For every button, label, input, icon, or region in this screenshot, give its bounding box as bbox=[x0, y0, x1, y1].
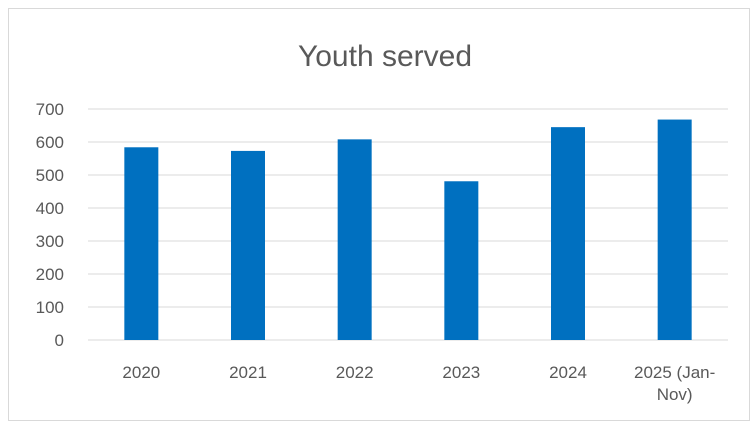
x-tick-label: 2022 bbox=[336, 363, 374, 382]
y-tick-label: 100 bbox=[36, 298, 64, 317]
y-tick-label: 400 bbox=[36, 199, 64, 218]
y-tick-label: 700 bbox=[36, 100, 64, 119]
y-axis-ticks: 0 100 200 300 400 500 600 700 bbox=[36, 100, 64, 350]
x-tick-label: 2025 (Jan- Nov) bbox=[634, 363, 715, 404]
x-axis-ticks: 2020 2021 2022 2023 2024 2025 (Jan- Nov) bbox=[122, 363, 715, 404]
y-tick-label: 0 bbox=[55, 331, 64, 350]
bar-2022 bbox=[337, 139, 372, 340]
y-tick-label: 600 bbox=[36, 133, 64, 152]
x-tick-label-line: 2025 (Jan- bbox=[634, 363, 715, 382]
x-tick-label: 2021 bbox=[229, 363, 267, 382]
bar-2023 bbox=[444, 181, 479, 340]
x-tick-label: 2024 bbox=[549, 363, 587, 382]
chart-title: Youth served bbox=[298, 40, 472, 73]
bar-2020 bbox=[124, 147, 159, 340]
y-tick-label: 300 bbox=[36, 232, 64, 251]
x-tick-label-line: 2024 bbox=[549, 363, 587, 382]
x-tick-label-line: 2022 bbox=[336, 363, 374, 382]
y-tick-label: 500 bbox=[36, 166, 64, 185]
bar-2021 bbox=[231, 150, 265, 340]
x-tick-label-line: 2023 bbox=[442, 363, 480, 382]
x-tick-label: 2023 bbox=[442, 363, 480, 382]
bars bbox=[124, 119, 692, 341]
x-tick-label-line: 2021 bbox=[229, 363, 267, 382]
y-tick-label: 200 bbox=[36, 265, 64, 284]
x-tick-label: 2020 bbox=[122, 363, 160, 382]
bar-2024 bbox=[551, 127, 585, 341]
x-tick-label-line: Nov) bbox=[657, 385, 693, 404]
gridlines bbox=[88, 108, 728, 341]
bar-2025-jan-nov- bbox=[657, 119, 692, 340]
x-tick-label-line: 2020 bbox=[122, 363, 160, 382]
